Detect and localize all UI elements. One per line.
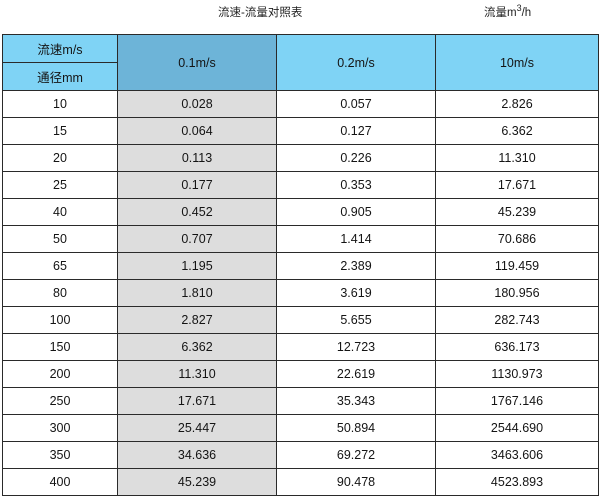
cell-flow-at-0-2: 69.272 (276, 441, 436, 469)
header-col-velocity-2: 0.2m/s (276, 34, 436, 91)
cell-flow-at-10: 2544.690 (435, 414, 599, 442)
table-row: 150 6.362 12.723 636.173 (2, 333, 599, 361)
cell-flow-at-0-2: 22.619 (276, 360, 436, 388)
table-row: 20 0.113 0.226 11.310 (2, 144, 599, 172)
cell-flow-at-0-1: 6.362 (117, 333, 277, 361)
cell-flow-at-0-2: 2.389 (276, 252, 436, 280)
flow-unit-label: 流量m3/h (484, 3, 532, 20)
table-body: 流速m/s 0.1m/s 0.2m/s 10m/s 通径mm 10 0.028 0.… (2, 34, 599, 496)
cell-nominal-diameter: 10 (2, 90, 118, 118)
header-diameter-label: 通径mm (2, 62, 118, 91)
cell-flow-at-10: 1130.973 (435, 360, 599, 388)
cell-nominal-diameter: 20 (2, 144, 118, 172)
cell-nominal-diameter: 15 (2, 117, 118, 145)
cell-flow-at-10: 17.671 (435, 171, 599, 199)
header-col-velocity-3: 10m/s (435, 34, 599, 91)
cell-flow-at-0-2: 1.414 (276, 225, 436, 253)
cell-nominal-diameter: 400 (2, 468, 118, 496)
table-row: 65 1.195 2.389 119.459 (2, 252, 599, 280)
table-title: 流速-流量对照表 (218, 7, 303, 19)
cell-nominal-diameter: 300 (2, 414, 118, 442)
header-row-bottom: 通径mm (2, 62, 599, 91)
cell-flow-at-10: 1767.146 (435, 387, 599, 415)
cell-nominal-diameter: 250 (2, 387, 118, 415)
cell-flow-at-0-1: 45.239 (117, 468, 277, 496)
cell-nominal-diameter: 25 (2, 171, 118, 199)
cell-flow-at-0-2: 5.655 (276, 306, 436, 334)
flow-rate-table: 流速m/s 0.1m/s 0.2m/s 10m/s 通径mm 10 0.028 0.… (2, 34, 599, 496)
table-row: 40 0.452 0.905 45.239 (2, 198, 599, 226)
cell-flow-at-0-2: 0.127 (276, 117, 436, 145)
cell-flow-at-0-2: 3.619 (276, 279, 436, 307)
table-row: 50 0.707 1.414 70.686 (2, 225, 599, 253)
cell-flow-at-0-1: 0.707 (117, 225, 277, 253)
cell-nominal-diameter: 40 (2, 198, 118, 226)
cell-flow-at-0-1: 1.810 (117, 279, 277, 307)
cell-flow-at-0-1: 0.113 (117, 144, 277, 172)
cell-flow-at-10: 282.743 (435, 306, 599, 334)
cell-flow-at-0-1: 1.195 (117, 252, 277, 280)
cell-flow-at-0-1: 25.447 (117, 414, 277, 442)
cell-nominal-diameter: 150 (2, 333, 118, 361)
caption-strip: 流速-流量对照表 流量m3/h (0, 0, 600, 34)
cell-flow-at-10: 4523.893 (435, 468, 599, 496)
cell-flow-at-0-1: 0.028 (117, 90, 277, 118)
table-row: 250 17.671 35.343 1767.146 (2, 387, 599, 415)
cell-nominal-diameter: 350 (2, 441, 118, 469)
cell-flow-at-0-2: 0.226 (276, 144, 436, 172)
table-row: 80 1.810 3.619 180.956 (2, 279, 599, 307)
table-row: 25 0.177 0.353 17.671 (2, 171, 599, 199)
flow-unit-suffix: /h (521, 7, 532, 19)
header-col-velocity-1: 0.1m/s (117, 34, 277, 91)
table-row: 200 11.310 22.619 1130.973 (2, 360, 599, 388)
cell-flow-at-0-2: 0.057 (276, 90, 436, 118)
cell-flow-at-0-1: 17.671 (117, 387, 277, 415)
cell-flow-at-10: 2.826 (435, 90, 599, 118)
table-row: 15 0.064 0.127 6.362 (2, 117, 599, 145)
cell-nominal-diameter: 100 (2, 306, 118, 334)
cell-flow-at-0-2: 90.478 (276, 468, 436, 496)
cell-flow-at-0-2: 12.723 (276, 333, 436, 361)
cell-nominal-diameter: 200 (2, 360, 118, 388)
cell-flow-at-10: 119.459 (435, 252, 599, 280)
cell-flow-at-10: 6.362 (435, 117, 599, 145)
cell-flow-at-0-1: 0.452 (117, 198, 277, 226)
cell-flow-at-10: 3463.606 (435, 441, 599, 469)
cell-flow-at-0-1: 11.310 (117, 360, 277, 388)
cell-flow-at-0-1: 2.827 (117, 306, 277, 334)
cell-flow-at-10: 45.239 (435, 198, 599, 226)
table-row: 100 2.827 5.655 282.743 (2, 306, 599, 334)
cell-flow-at-10: 636.173 (435, 333, 599, 361)
header-row-top: 流速m/s 0.1m/s 0.2m/s 10m/s (2, 34, 599, 91)
cell-flow-at-0-2: 35.343 (276, 387, 436, 415)
table-row: 350 34.636 69.272 3463.606 (2, 441, 599, 469)
table-row: 400 45.239 90.478 4523.893 (2, 468, 599, 496)
cell-flow-at-0-1: 34.636 (117, 441, 277, 469)
cell-flow-at-0-2: 0.905 (276, 198, 436, 226)
table-row: 10 0.028 0.057 2.826 (2, 90, 599, 118)
table-row: 300 25.447 50.894 2544.690 (2, 414, 599, 442)
header-velocity-label: 流速m/s (2, 34, 118, 63)
cell-flow-at-0-2: 0.353 (276, 171, 436, 199)
cell-flow-at-10: 70.686 (435, 225, 599, 253)
cell-flow-at-0-1: 0.177 (117, 171, 277, 199)
cell-nominal-diameter: 50 (2, 225, 118, 253)
flow-unit-superscript: 3 (516, 3, 522, 14)
cell-flow-at-10: 11.310 (435, 144, 599, 172)
cell-nominal-diameter: 80 (2, 279, 118, 307)
cell-flow-at-0-1: 0.064 (117, 117, 277, 145)
cell-flow-at-10: 180.956 (435, 279, 599, 307)
cell-flow-at-0-2: 50.894 (276, 414, 436, 442)
cell-nominal-diameter: 65 (2, 252, 118, 280)
flow-unit-prefix: 流量m (484, 7, 517, 19)
